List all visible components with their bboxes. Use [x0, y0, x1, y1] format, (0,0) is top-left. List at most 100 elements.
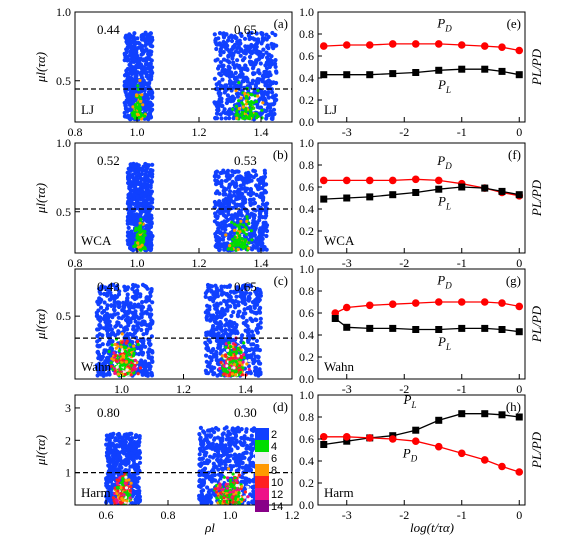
- scatter-point: [258, 316, 263, 321]
- scatter-point: [265, 105, 270, 110]
- scatter-point: [212, 32, 217, 37]
- scatter-point: [108, 489, 113, 494]
- scatter-point-dense: [240, 237, 244, 241]
- scatter-point: [213, 231, 218, 237]
- scatter-point: [256, 248, 261, 253]
- scatter-point: [136, 476, 141, 481]
- scatter-point-dense: [132, 344, 136, 348]
- scatter-point: [243, 63, 248, 68]
- scatter-point: [145, 35, 150, 41]
- scatter-point: [145, 196, 150, 201]
- x-tick-label: 1.4: [254, 125, 269, 139]
- scatter-point-dense: [232, 334, 236, 338]
- scatter-point: [216, 180, 222, 186]
- scatter-point: [213, 178, 218, 183]
- scatter-point: [150, 162, 155, 167]
- scatter-point: [150, 349, 155, 354]
- scatter-point: [129, 316, 134, 321]
- scatter-point-dense: [116, 486, 121, 490]
- scatter-point: [124, 453, 129, 459]
- scatter-point: [127, 71, 132, 76]
- scatter-point: [256, 80, 261, 85]
- scatter-point: [131, 176, 136, 181]
- scatter-point: [107, 438, 112, 443]
- scatter-point: [144, 81, 150, 86]
- scatter-point: [123, 313, 129, 318]
- scatter-point: [214, 307, 219, 312]
- scatter-point: [242, 75, 247, 80]
- scatter-point-dense: [135, 112, 139, 116]
- scatter-point: [127, 174, 132, 179]
- scatter-point: [265, 92, 270, 97]
- scatter-point-dense: [111, 496, 115, 500]
- scatter-point: [127, 178, 132, 184]
- scatter-point-dense: [115, 500, 119, 504]
- scatter-point-dense: [114, 359, 118, 363]
- panel-frame: [74, 11, 293, 123]
- scatter-point-dense: [249, 92, 253, 97]
- scatter-point: [127, 76, 132, 81]
- scatter-point: [130, 79, 135, 84]
- scatter-point: [252, 71, 257, 76]
- scatter-point-dense: [254, 116, 259, 120]
- scatter-point: [230, 173, 235, 178]
- scatter-point: [249, 178, 254, 183]
- scatter-point: [253, 223, 258, 229]
- scatter-point: [143, 30, 148, 35]
- scatter-point: [264, 247, 269, 252]
- scatter-point-dense: [224, 353, 228, 357]
- scatter-point: [223, 317, 229, 322]
- scatter-point-dense: [132, 113, 137, 118]
- scatter-point: [125, 107, 130, 112]
- scatter-point: [108, 297, 113, 302]
- scatter-point: [214, 201, 219, 206]
- scatter-point: [135, 452, 140, 457]
- y-tick-label: 1.0: [56, 136, 71, 150]
- scatter-point: [258, 61, 263, 66]
- scatter-point: [142, 182, 147, 187]
- scatter-point-dense: [227, 352, 231, 356]
- scatter-point: [119, 458, 124, 464]
- scatter-point: [270, 43, 275, 48]
- scatter-point-dense: [241, 246, 245, 250]
- scatter-point: [244, 318, 249, 323]
- scatter-point: [264, 233, 269, 239]
- scatter-point: [255, 236, 260, 241]
- scatter-point: [233, 184, 238, 189]
- scatter-point: [250, 221, 256, 226]
- scatter-point: [235, 75, 240, 80]
- scatter-point: [128, 67, 133, 72]
- scatter-point: [106, 459, 111, 464]
- scatter-point: [116, 320, 121, 326]
- scatter-point: [223, 327, 228, 332]
- scatter-point-dense: [123, 481, 127, 485]
- scatter-point: [252, 200, 258, 206]
- scatter-point-dense: [230, 220, 234, 224]
- scatter-point: [135, 180, 140, 185]
- scatter-point: [227, 116, 232, 121]
- scatter-point-dense: [136, 228, 140, 232]
- scatter-point: [137, 201, 142, 206]
- scatter-point: [139, 70, 144, 75]
- scatter-point: [215, 336, 220, 342]
- scatter-point: [228, 331, 234, 336]
- scatter-point: [248, 291, 253, 296]
- scatter-point-dense: [122, 363, 126, 367]
- scatter-point: [99, 297, 104, 303]
- scatter-point: [139, 345, 144, 350]
- scatter-point: [258, 325, 263, 330]
- scatter-point-dense: [239, 350, 243, 354]
- scatter-point-dense: [232, 347, 236, 351]
- scatter-point: [141, 37, 146, 42]
- scatter-point: [217, 340, 222, 345]
- scatter-point: [140, 311, 146, 316]
- scatter-point-dense: [130, 363, 134, 367]
- right-cluster-fraction: 0.53: [234, 153, 257, 168]
- scatter-point: [145, 228, 151, 233]
- scatter-point: [231, 300, 236, 305]
- scatter-point: [117, 464, 123, 469]
- scatter-point: [146, 296, 151, 301]
- scatter-point-dense: [133, 103, 137, 107]
- scatter-point: [123, 302, 128, 307]
- scatter-point-dense: [254, 99, 258, 104]
